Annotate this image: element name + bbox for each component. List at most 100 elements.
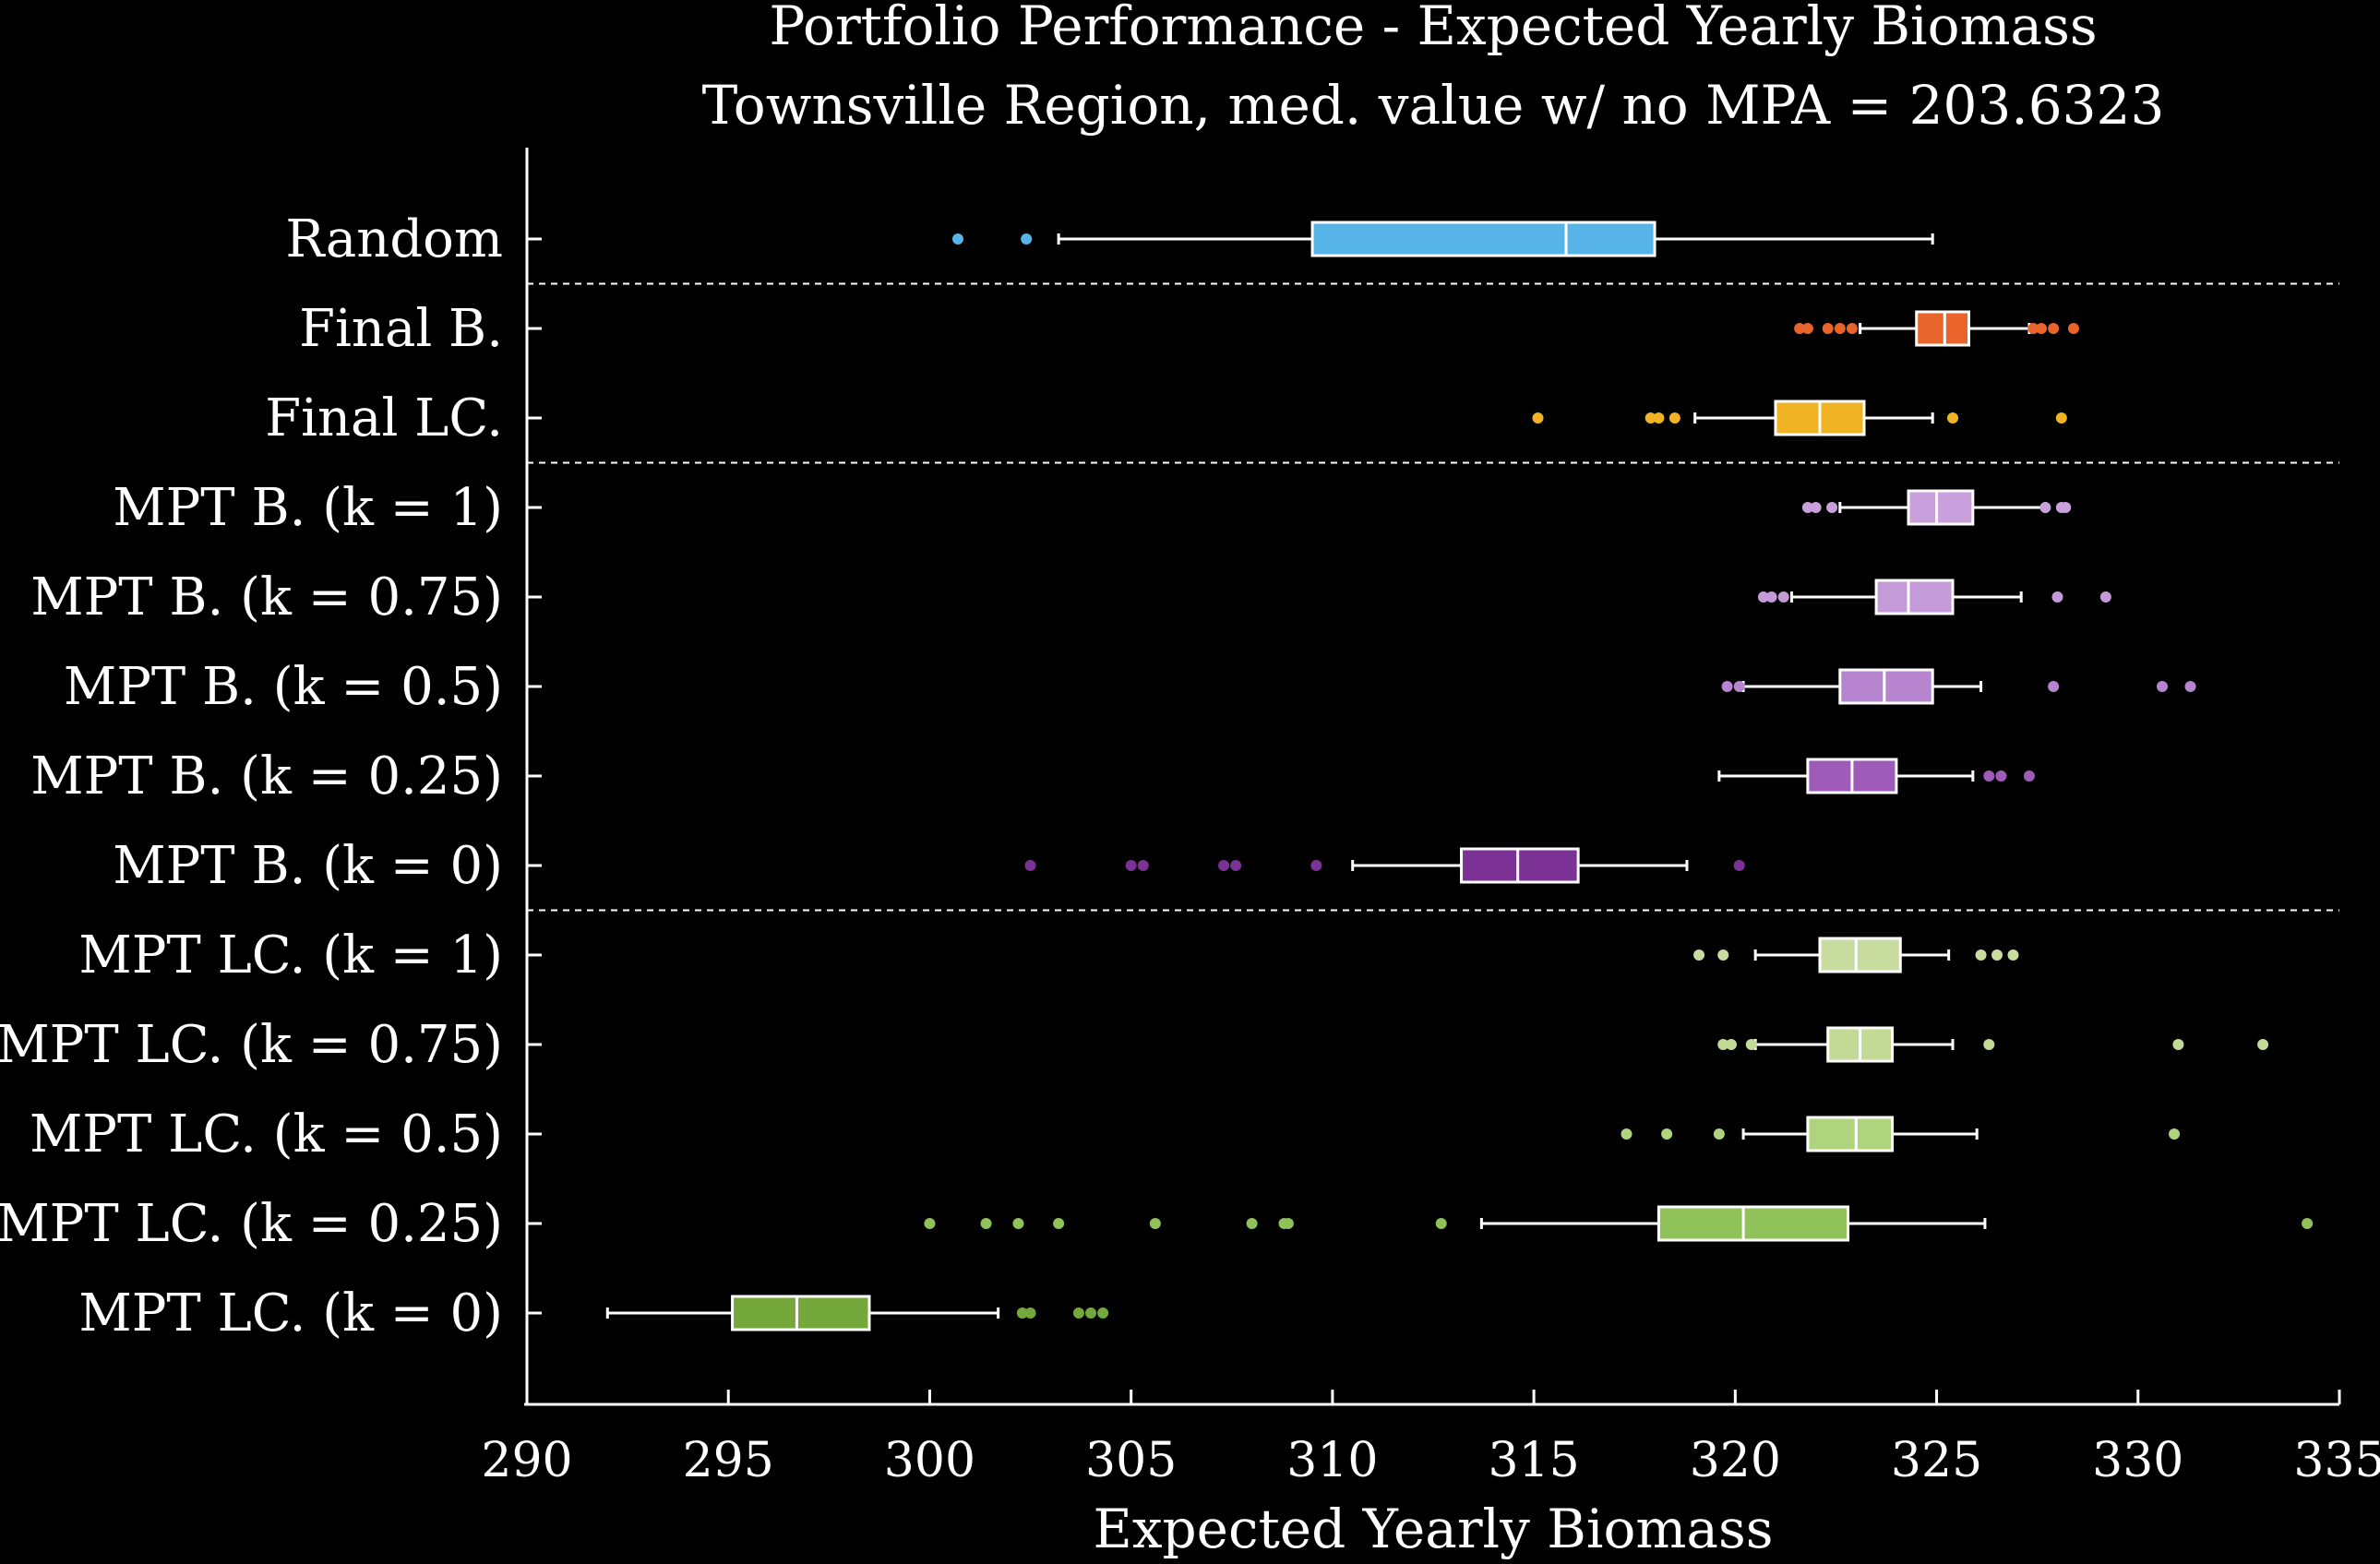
x-tick-label: 300 [884,1433,975,1488]
box-group [1693,937,2019,973]
outlier-point [980,1218,992,1229]
category-label: MPT B. (k = 0.25) [30,746,503,806]
iqr-box [1915,310,1970,347]
outlier-point [1826,502,1838,513]
category-label: MPT B. (k = 0.75) [30,567,503,627]
outlier-point [2302,1218,2314,1229]
outlier-point [2067,323,2079,334]
outlier-point [1991,949,2003,961]
outlier-point [2156,681,2168,692]
outlier-point [1097,1307,1109,1319]
x-tick-label: 325 [1891,1433,1982,1488]
outlier-point [1012,1218,1024,1229]
outlier-point [924,1218,936,1229]
box-group [1757,579,2111,615]
category-label: MPT B. (k = 0.5) [64,657,503,717]
category-label: MPT LC. (k = 1) [78,925,503,985]
outlier-point [1975,949,1987,961]
outlier-point [1137,860,1149,871]
outlier-point [1532,412,1544,424]
outlier-point [2184,681,2196,692]
outlier-point [1810,502,1822,513]
outlier-point [2060,502,2072,513]
iqr-box [731,1295,871,1331]
outlier-point [2036,323,2048,334]
outlier-point [2039,502,2051,513]
outlier-point [1822,323,1834,334]
outlier-point [1721,681,1733,692]
box-group [1794,310,2079,347]
outlier-point [1246,1218,1258,1229]
outlier-point [1983,770,1995,782]
boxes [605,221,2314,1331]
outlier-point [1021,233,1033,245]
outlier-point [1282,1218,1294,1229]
box-group [1024,847,1745,884]
outlier-point [1085,1307,1097,1319]
iqr-box [1310,221,1656,257]
outlier-point [1717,1039,1729,1050]
outlier-point [1072,1307,1084,1319]
outlier-point [1125,860,1137,871]
outlier-point [1218,860,1230,871]
outlier-point [1644,412,1656,424]
category-label: Random [285,209,503,269]
outlier-point [1995,770,2007,782]
outlier-point [1016,1307,1028,1319]
iqr-box [1656,1205,1850,1242]
iqr-box [1874,579,1955,615]
outlier-point [1024,860,1036,871]
outlier-point [2099,591,2111,603]
outlier-point [1668,412,1680,424]
iqr-box [1806,1116,1895,1152]
outlier-point [1801,502,1813,513]
axes [524,148,2339,1406]
outlier-point [2051,591,2063,603]
category-label: Final LC. [265,388,503,448]
outlier-point [1834,323,1846,334]
box-group [951,221,1934,257]
category-label: MPT LC. (k = 0) [78,1283,503,1343]
outlier-point [1053,1218,1065,1229]
chart-title: Portfolio Performance - Expected Yearly … [769,0,2097,57]
x-tick-label: 320 [1690,1433,1781,1488]
x-tick-label: 310 [1286,1433,1378,1488]
outlier-point [1765,591,1777,603]
category-label: Final B. [299,299,503,359]
outlier-point [1794,323,1806,334]
outlier-point [1801,323,1813,334]
outlier-point [1310,860,1322,871]
outlier-point [1717,949,1729,961]
box-group [1801,489,2072,526]
outlier-point [1757,591,1769,603]
outlier-point [1713,1128,1725,1140]
outlier-point [1846,323,1858,334]
outlier-point [1621,1128,1633,1140]
x-ticks: 290 295 300 305 310 315 320 325 330 335 [481,1390,2380,1488]
outlier-point [2048,681,2060,692]
outlier-point [1733,860,1745,871]
outlier-point [2048,323,2060,334]
chart-subtitle: Townsville Region, med. value w/ no MPA … [702,74,2165,137]
outlier-point [2055,412,2067,424]
box-group [1717,1026,2269,1063]
x-tick-label: 290 [481,1433,572,1488]
outlier-point [2172,1039,2184,1050]
box-group [1532,400,2067,436]
x-axis-label: Expected Yearly Biomass [1093,1498,1773,1560]
outlier-point [1661,1128,1673,1140]
outlier-point [1149,1218,1161,1229]
outlier-point [2007,949,2019,961]
box-group [1621,1116,2181,1152]
iqr-box [1818,937,1902,973]
iqr-box [1460,847,1580,884]
outlier-point [1230,860,1242,871]
outlier-point [1983,1039,1995,1050]
group-separators [527,282,2339,912]
outlier-point [2027,323,2039,334]
outlier-point [2257,1039,2269,1050]
x-tick-label: 295 [683,1433,774,1488]
category-label: MPT LC. (k = 0.5) [30,1104,503,1164]
category-label: MPT LC. (k = 0.25) [0,1194,503,1254]
